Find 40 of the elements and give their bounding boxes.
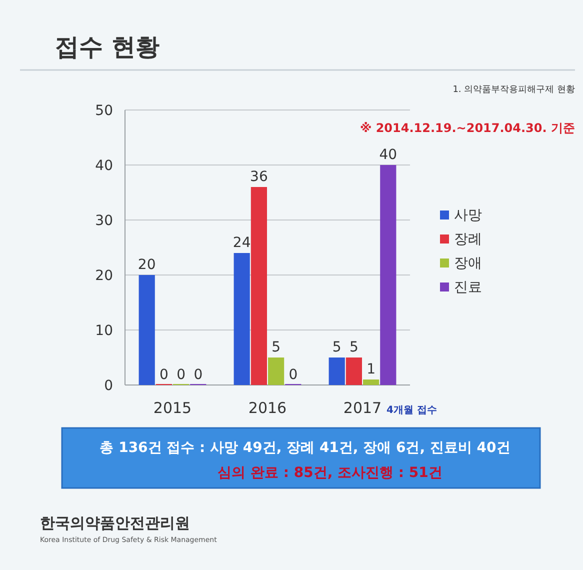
data-label: 0 bbox=[288, 367, 298, 383]
data-label: 5 bbox=[272, 340, 281, 356]
bar bbox=[250, 187, 267, 385]
text: 한국의약품안전관리원 bbox=[40, 514, 190, 532]
bar bbox=[363, 380, 380, 385]
data-label: 0 bbox=[159, 367, 168, 383]
text: 1. 의약품부작용피해구제 현황 bbox=[452, 85, 575, 95]
y-tick-label: 20 bbox=[95, 268, 113, 284]
data-label: 20 bbox=[138, 257, 156, 273]
text: 심의 완료 : 85건, 조사진행 : 51건 bbox=[218, 465, 442, 481]
legend-label: 장애 bbox=[454, 256, 482, 272]
data-label: 24 bbox=[232, 235, 251, 251]
chart-title: 접수 현황 bbox=[55, 33, 160, 61]
data-label: 1 bbox=[366, 362, 376, 378]
y-tick-label: 50 bbox=[95, 103, 113, 119]
data-label: 5 bbox=[349, 340, 358, 356]
y-tick-label: 0 bbox=[104, 378, 113, 394]
bar bbox=[380, 165, 396, 385]
bar bbox=[234, 253, 250, 385]
text: 4개월 접수 bbox=[386, 405, 437, 416]
bar bbox=[346, 358, 362, 385]
x-tick-label: 2017 bbox=[343, 399, 382, 417]
bar bbox=[328, 358, 345, 385]
x-tick-label: 2015 bbox=[153, 399, 192, 417]
y-tick-label: 30 bbox=[95, 213, 113, 229]
legend-label: 사망 bbox=[454, 208, 482, 224]
bar bbox=[268, 358, 284, 385]
text: 총 136건 접수 : 사망 49건, 장례 41건, 장애 6건, 진료비 40건 bbox=[100, 440, 510, 456]
bar bbox=[138, 275, 155, 385]
data-label: 0 bbox=[194, 367, 203, 383]
data-label: 5 bbox=[332, 340, 342, 356]
data-label: 0 bbox=[176, 367, 186, 383]
legend-label: 진료 bbox=[454, 280, 482, 296]
annotation: ※ 2014.12.19.~2017.04.30. 기준 bbox=[360, 121, 575, 135]
y-tick-label: 10 bbox=[95, 323, 113, 339]
x-tick-label: 2016 bbox=[248, 399, 287, 417]
data-label: 40 bbox=[379, 147, 398, 163]
data-label: 36 bbox=[250, 169, 268, 185]
legend-label: 장례 bbox=[454, 232, 482, 248]
y-tick-label: 40 bbox=[95, 158, 113, 174]
